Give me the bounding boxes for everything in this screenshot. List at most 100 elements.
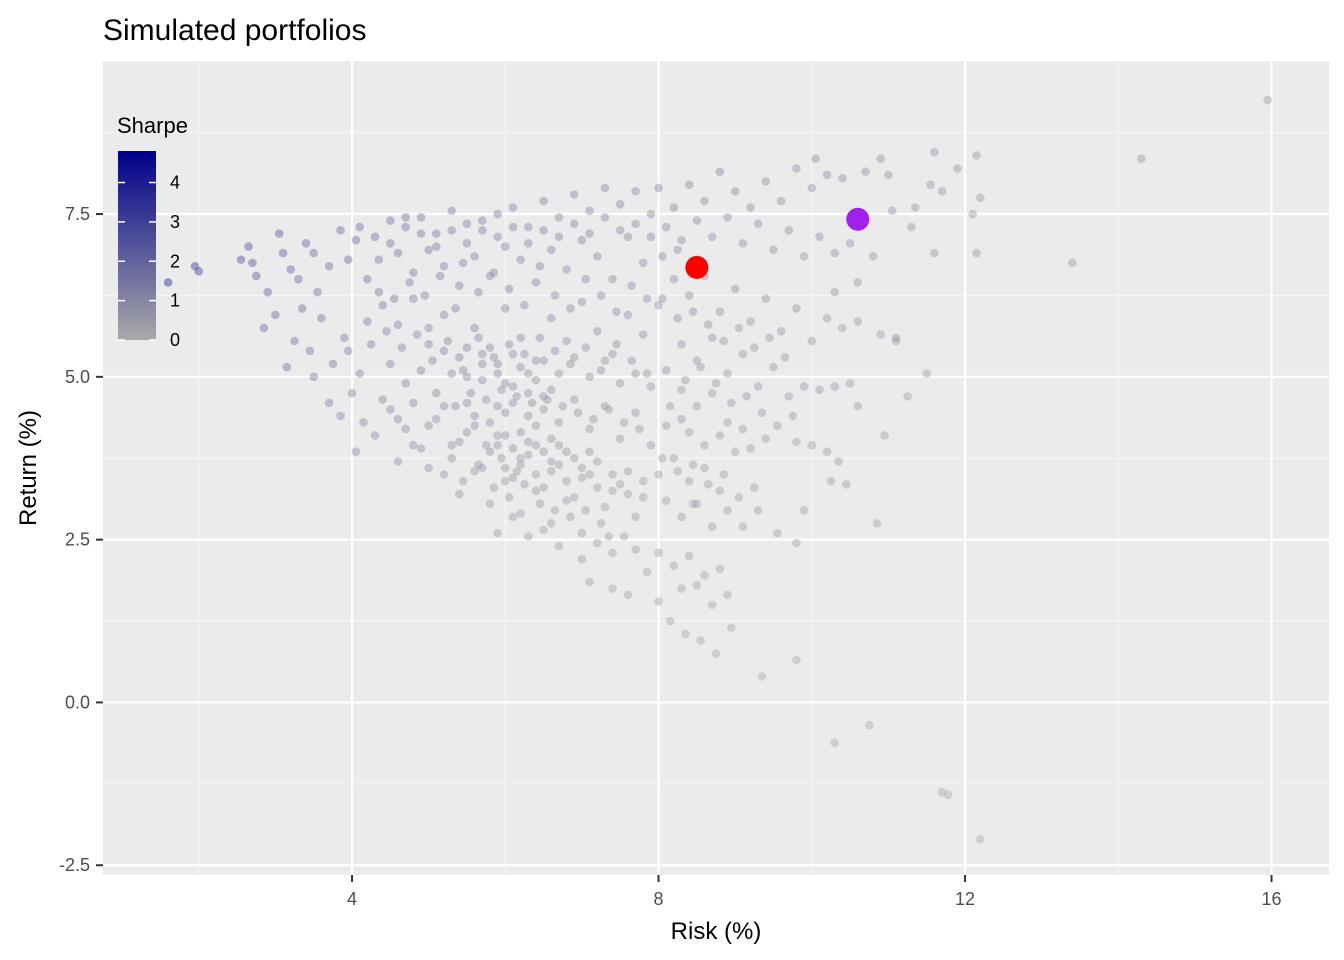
- portfolio-point: [500, 408, 510, 417]
- portfolio-point: [432, 229, 441, 238]
- portfolio-point: [251, 271, 261, 281]
- portfolio-point: [654, 183, 663, 193]
- portfolio-point: [508, 473, 518, 483]
- portfolio-point: [389, 294, 399, 303]
- portfolio-point: [684, 476, 694, 486]
- portfolio-point: [236, 255, 246, 264]
- portfolio-point: [554, 369, 564, 378]
- portfolio-point: [554, 232, 564, 242]
- portfolio-point: [811, 154, 820, 163]
- portfolio-point: [405, 278, 414, 287]
- portfolio-point: [508, 203, 518, 212]
- portfolio-point: [654, 597, 663, 606]
- portfolio-point: [841, 479, 851, 489]
- portfolio-point: [554, 212, 564, 222]
- portfolio-point: [500, 242, 510, 251]
- highlighted-portfolios: [685, 207, 870, 279]
- portfolio-point: [573, 408, 583, 417]
- portfolio-point: [393, 248, 403, 258]
- portfolio-point: [531, 421, 541, 430]
- portfolio-point: [554, 541, 564, 551]
- portfolio-point: [604, 405, 614, 414]
- portfolio-point: [424, 245, 433, 255]
- portfolio-point: [891, 333, 901, 343]
- portfolio-point: [669, 561, 679, 570]
- portfolio-point: [880, 431, 889, 440]
- portfolio-point: [443, 336, 453, 346]
- portfolio-point: [784, 226, 794, 235]
- portfolio-point: [635, 424, 644, 434]
- portfolio-point: [569, 395, 579, 404]
- portfolio-point: [497, 453, 506, 463]
- portfolio-point: [546, 245, 556, 255]
- portfolio-point: [845, 239, 855, 248]
- portfolio-point: [684, 427, 694, 437]
- portfolio-point: [554, 460, 564, 470]
- portfolio-point: [439, 261, 449, 271]
- portfolio-point: [738, 349, 748, 359]
- portfolio-point: [715, 486, 725, 496]
- portfolio-point: [539, 356, 548, 365]
- portfolio-point: [409, 440, 418, 450]
- portfolio-point: [439, 401, 449, 411]
- portfolio-point: [638, 493, 648, 502]
- portfolio-point: [393, 414, 403, 424]
- portfolio-point: [585, 424, 594, 434]
- portfolio-point: [608, 349, 617, 359]
- portfolio-point: [719, 470, 728, 479]
- portfolio-point: [619, 418, 629, 427]
- portfolio-point: [742, 392, 751, 401]
- portfolio-point: [347, 388, 357, 398]
- portfolio-point: [485, 271, 495, 281]
- portfolio-point: [761, 177, 771, 186]
- portfolio-point: [546, 466, 556, 476]
- portfolio-point: [943, 790, 953, 800]
- portfolio-point: [577, 235, 587, 245]
- portfolio-point: [765, 333, 774, 343]
- legend-tick-label: 0: [170, 330, 180, 350]
- portfolio-point: [723, 369, 732, 378]
- portfolio-point: [516, 453, 525, 463]
- portfolio-point: [500, 431, 510, 440]
- portfolio-point: [658, 294, 667, 303]
- portfolio-point: [527, 398, 537, 408]
- portfolio-point: [623, 590, 633, 600]
- portfolio-point: [409, 294, 418, 303]
- portfolio-point: [600, 502, 610, 512]
- portfolio-point: [512, 466, 522, 476]
- portfolio-point: [757, 408, 767, 417]
- portfolio-point: [558, 401, 568, 411]
- portfolio-point: [910, 203, 920, 212]
- portfolio-point: [638, 476, 648, 486]
- portfolio-point: [416, 366, 426, 375]
- x-axis-title: Risk (%): [671, 918, 762, 945]
- portfolio-point: [692, 580, 702, 590]
- portfolio-point: [508, 444, 518, 453]
- legend-tick-label: 2: [170, 251, 180, 271]
- portfolio-point: [723, 590, 732, 600]
- portfolio-point: [477, 463, 487, 473]
- portfolio-point: [577, 528, 587, 538]
- portfolio-point: [757, 672, 767, 681]
- portfolio-point: [822, 313, 832, 323]
- portfolio-point: [294, 274, 303, 284]
- portfolio-point: [642, 294, 652, 303]
- data-points: [137, 95, 1272, 844]
- portfolio-point: [512, 392, 522, 401]
- portfolio-point: [707, 522, 717, 531]
- portfolio-point: [577, 463, 587, 473]
- portfolio-point: [374, 287, 384, 297]
- portfolio-point: [612, 339, 621, 349]
- portfolio-point: [834, 457, 843, 466]
- portfolio-point: [727, 623, 736, 632]
- portfolio-point: [976, 834, 985, 844]
- portfolio-point: [539, 405, 548, 414]
- portfolio-point: [458, 476, 468, 486]
- portfolio-point: [439, 346, 449, 356]
- portfolio-point: [719, 336, 728, 346]
- portfolio-point: [489, 268, 499, 277]
- portfolio-point: [738, 239, 748, 248]
- sharpe-legend: Sharpe 0 1 2 3 4: [117, 113, 188, 350]
- highlighted-portfolio: [846, 207, 870, 231]
- portfolio-point: [596, 519, 606, 528]
